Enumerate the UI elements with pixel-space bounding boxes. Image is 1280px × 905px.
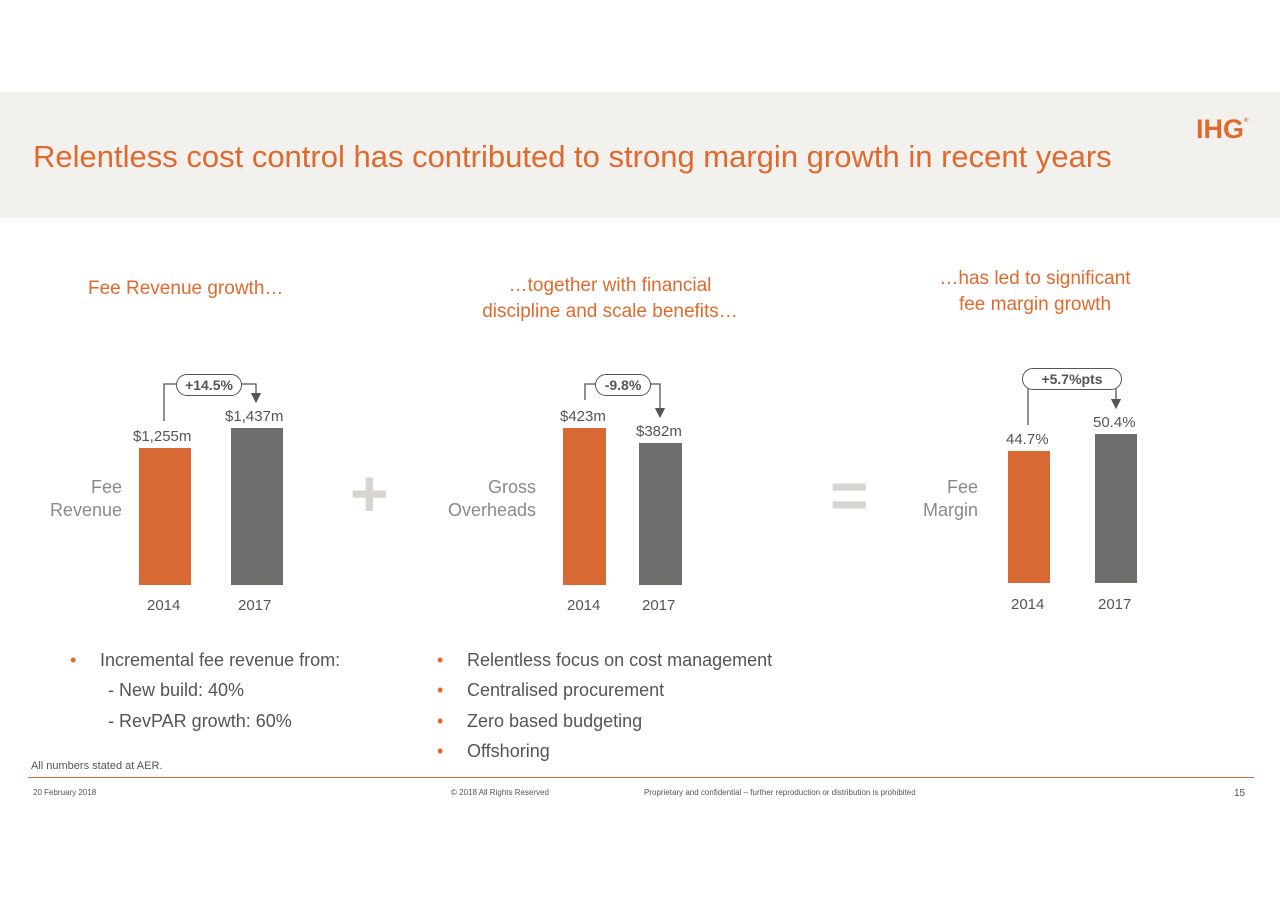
bullet-text: Incremental fee revenue from: [100,650,341,670]
sub-bullet-item: - New build: 40% [108,680,245,700]
overheads-subhead-line1: …together with financial [508,275,712,296]
bullet-marker: • [70,650,77,670]
revenue-row-label-line1: Fee [90,477,122,497]
margin-row-label-line2: Margin [922,500,978,520]
footer-confidential: Proprietary and confidential – further r… [644,788,916,797]
bullet-marker: • [437,711,444,731]
overheads-year-2014: 2014 [567,597,601,614]
footnote: All numbers stated at AER. [31,760,163,772]
revenue-row-label: Fee Revenue [30,476,122,522]
overheads-subhead: …together with financial discipline and … [460,273,760,325]
logo-registered-mark: ® [1244,118,1249,124]
bullet-text: Centralised procurement [467,680,665,700]
footer-date: 20 February 2018 [33,788,97,797]
bullet-text: Offshoring [467,741,550,761]
overheads-value-2014: $423m [560,408,606,425]
margin-row-label-line1: Fee [946,477,978,497]
margin-value-2014: 44.7% [1006,431,1049,448]
margin-bar-2014 [1008,451,1050,583]
overheads-change-badge: -9.8% [595,374,651,396]
revenue-year-2014: 2014 [147,597,181,614]
bullet-marker: • [437,680,444,700]
page-number: 15 [1234,788,1246,799]
bullet-marker: • [437,650,444,670]
margin-bar-2017 [1095,434,1137,583]
title-band [0,92,1280,218]
overheads-bar-2014 [563,428,606,585]
revenue-row-label-line2: Revenue [49,500,122,520]
margin-row-label: Fee Margin [900,476,978,522]
revenue-subhead: Fee Revenue growth… [88,278,284,299]
margin-year-2014: 2014 [1011,596,1045,613]
overheads-subhead-line2: discipline and scale benefits… [482,301,738,322]
revenue-value-2014: $1,255m [133,428,192,445]
margin-value-2017: 50.4% [1093,414,1136,431]
margin-change-badge: +5.7%pts [1022,368,1122,390]
overheads-row-label: Gross Overheads [420,476,536,522]
overheads-year-2017: 2017 [642,597,676,614]
overheads-value-2017: $382m [636,423,682,440]
margin-subhead-line2: fee margin growth [958,294,1112,315]
margin-subhead: …has led to significant fee margin growt… [910,266,1160,318]
margin-year-2017: 2017 [1098,596,1132,613]
plus-operator: + [350,456,389,530]
bullet-text: Relentless focus on cost management [467,650,773,670]
revenue-bar-2017 [231,428,283,585]
ihg-logo: IHG® [1196,114,1248,145]
revenue-value-2017: $1,437m [225,408,284,425]
sub-bullet-item: - RevPAR growth: 60% [108,711,292,731]
overheads-bar-2017 [639,443,682,585]
footer-divider [28,777,1254,778]
bullet-item: • Centralised procurement [437,680,664,701]
bullet-item: • Incremental fee revenue from: [70,650,340,671]
bullet-text: Zero based budgeting [467,711,643,731]
bullet-item: • Relentless focus on cost management [437,650,772,671]
revenue-year-2017: 2017 [238,597,272,614]
bullet-item: • Zero based budgeting [437,711,642,732]
overheads-row-label-line2: Overheads [447,500,536,520]
revenue-change-badge: +14.5% [176,374,242,396]
margin-subhead-line1: …has led to significant [939,268,1131,289]
equals-operator: = [830,458,869,532]
page-title: Relentless cost control has contributed … [33,139,1112,174]
bullet-item: • Offshoring [437,741,550,762]
footer-copyright: © 2018 All Rights Reserved [451,788,549,797]
bullet-marker: • [437,741,444,761]
revenue-bar-2014 [139,448,191,585]
logo-text: IHG [1196,114,1245,144]
overheads-row-label-line1: Gross [487,477,536,497]
